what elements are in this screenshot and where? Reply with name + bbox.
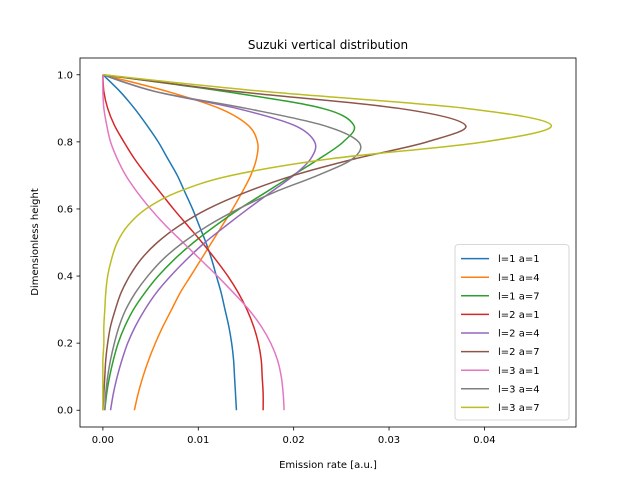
legend-label: l=2 a=4 xyxy=(498,329,540,340)
series-line-2 xyxy=(102,74,259,411)
series-line-4 xyxy=(102,74,264,411)
y-axis: 0.0 0.2 0.4 0.6 0.8 1.0 xyxy=(57,70,80,417)
y-axis-label: Dimensionless height xyxy=(30,188,41,296)
chart-title: Suzuki vertical distribution xyxy=(248,38,408,52)
legend-label: l=3 a=7 xyxy=(498,403,540,414)
x-tick-label: 0.04 xyxy=(473,435,495,446)
legend-label: l=2 a=1 xyxy=(498,310,540,321)
y-tick-label: 0.2 xyxy=(57,339,73,350)
legend-label: l=1 a=4 xyxy=(498,273,540,284)
x-axis: 0.00 0.01 0.02 0.03 0.04 xyxy=(92,427,496,446)
x-tick-label: 0.03 xyxy=(378,435,400,446)
legend-label: l=2 a=7 xyxy=(498,347,540,358)
series-line-8 xyxy=(102,74,362,411)
y-tick-label: 1.0 xyxy=(57,70,73,81)
series-line-6 xyxy=(102,74,467,411)
legend: l=1 a=1 l=1 a=4 l=1 a=7 l=2 a=1 l=2 a=4 l=2 a… xyxy=(454,244,570,421)
axes-frame xyxy=(79,57,577,428)
x-tick-label: 0.01 xyxy=(187,435,209,446)
legend-label: l=1 a=1 xyxy=(498,254,540,265)
x-axis-label: Emission rate [a.u.] xyxy=(279,460,377,471)
x-tick-label: 0.02 xyxy=(283,435,305,446)
legend-label: l=3 a=1 xyxy=(498,366,540,377)
legend-box xyxy=(454,244,570,421)
legend-label: l=1 a=7 xyxy=(498,291,540,302)
y-tick-label: 0.4 xyxy=(57,272,73,283)
x-tick-label: 0.00 xyxy=(92,435,114,446)
legend-label: l=3 a=4 xyxy=(498,384,540,395)
y-tick-label: 0.8 xyxy=(57,137,73,148)
series-line-5 xyxy=(102,74,317,411)
series-line-9 xyxy=(102,74,552,411)
y-tick-label: 0.6 xyxy=(57,204,73,215)
y-tick-label: 0.0 xyxy=(57,406,73,417)
series-layer xyxy=(102,74,552,411)
